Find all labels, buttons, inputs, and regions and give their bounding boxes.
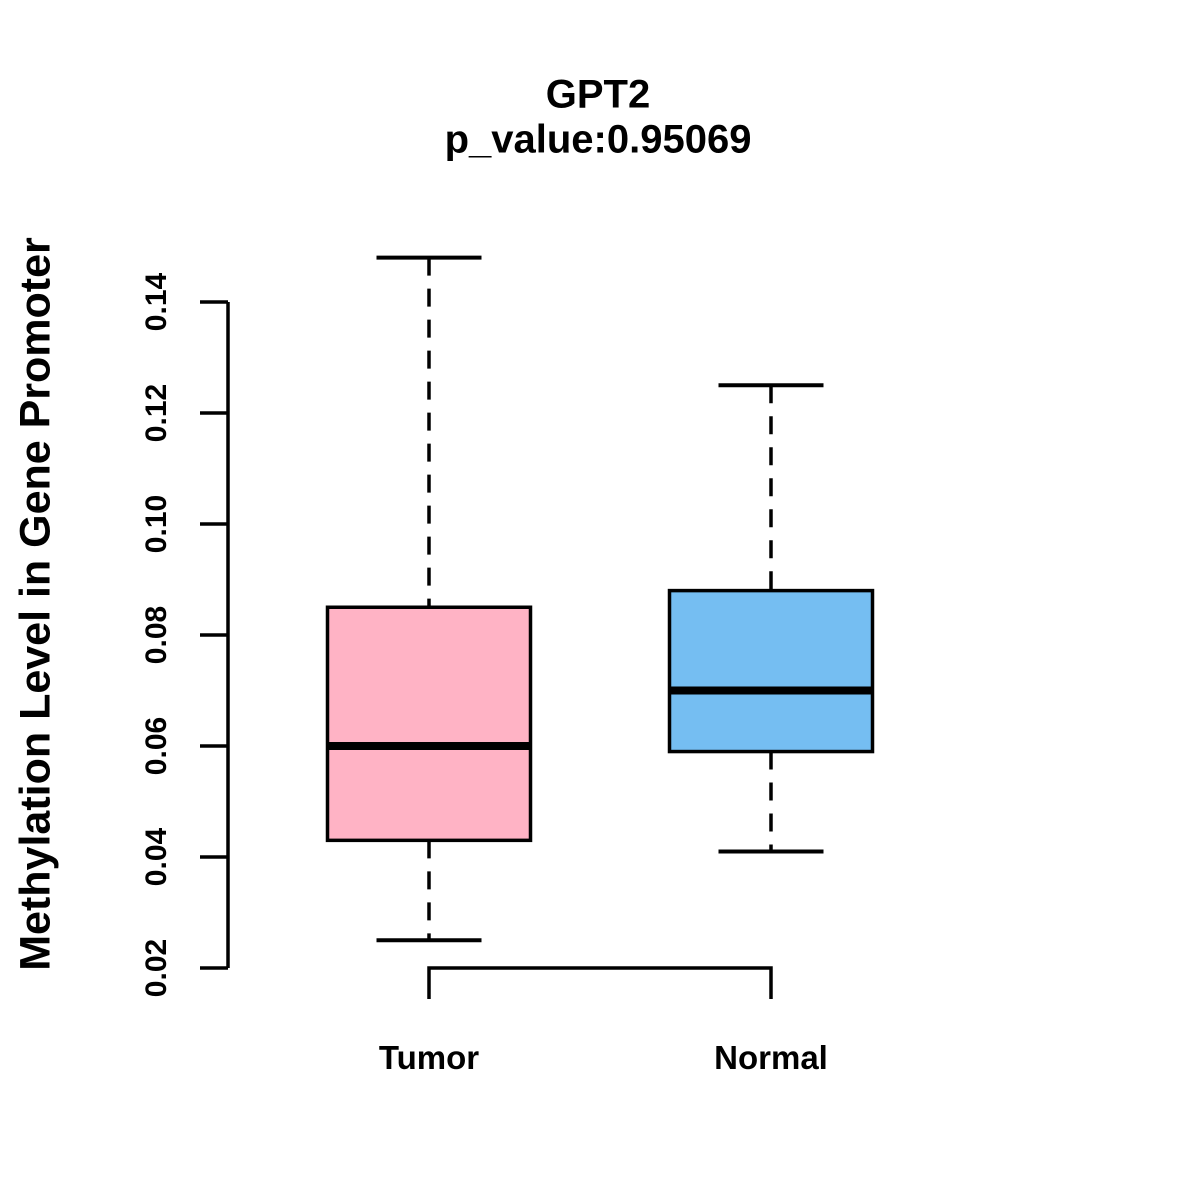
- x-axis-line: [427, 966, 773, 999]
- y-tick-label: 0.04: [140, 827, 173, 887]
- y-tick-label: 0.12: [140, 383, 173, 443]
- x-category-label-tumor: Tumor: [378, 1039, 480, 1076]
- y-axis-title: Methylation Level in Gene Promoter: [11, 237, 60, 971]
- y-tick-label: 0.14: [140, 272, 173, 332]
- y-tick-label: 0.06: [140, 716, 173, 776]
- y-tick-label: 0.08: [140, 605, 173, 665]
- y-tick-label: 0.02: [140, 938, 173, 998]
- tumor-box: [325, 605, 533, 843]
- x-category-label-normal: Normal: [714, 1039, 828, 1076]
- chart-title: GPT2: [545, 72, 651, 117]
- normal-box: [667, 588, 875, 754]
- y-tick-label: 0.10: [140, 494, 173, 554]
- chart-subtitle: p_value:0.95069: [444, 117, 752, 162]
